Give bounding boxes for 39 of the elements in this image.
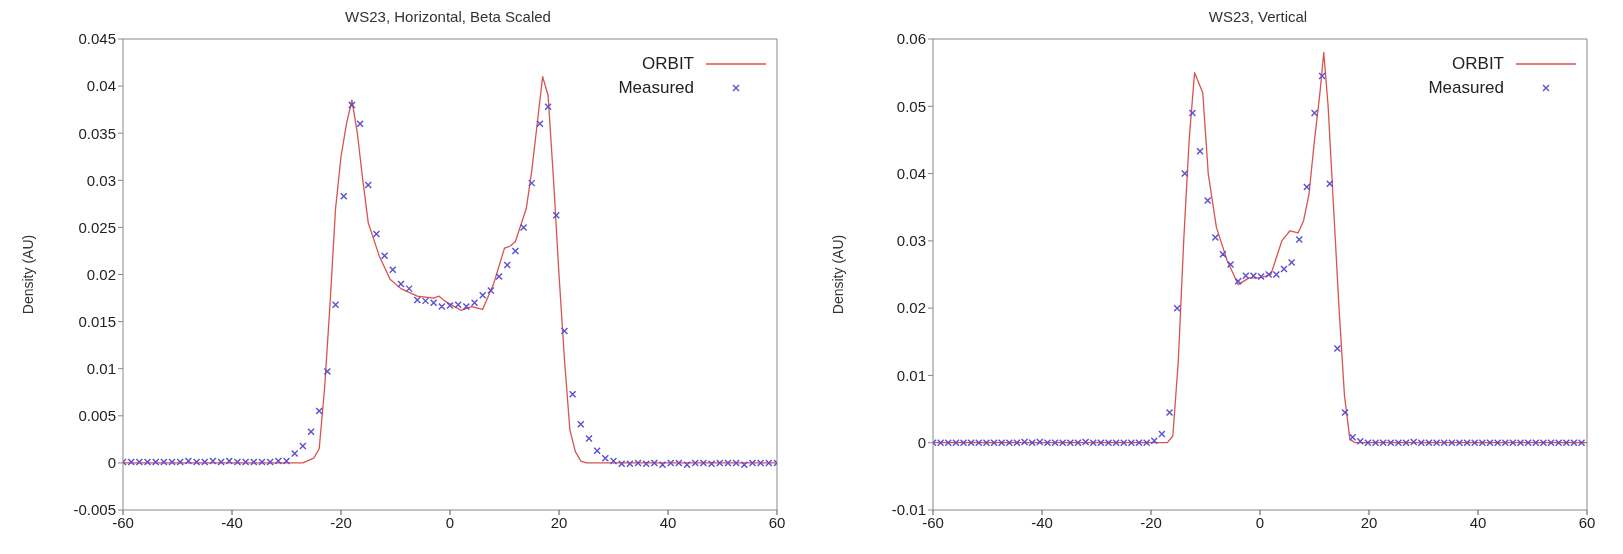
y-tick-label: 0.03 — [86, 171, 116, 189]
y-tick-label: 0.005 — [78, 407, 116, 425]
chart-title: WS23, Vertical — [1207, 8, 1309, 27]
y-tick-label: 0.02 — [896, 299, 926, 317]
x-tick-label: 20 — [1360, 513, 1378, 531]
y-axis-title: Density (AU) — [829, 234, 846, 315]
legend-label: Measured — [618, 78, 694, 98]
x-tick-label: 60 — [768, 513, 786, 531]
x-tick-label: -20 — [1140, 513, 1162, 531]
x-tick-label: 20 — [550, 513, 568, 531]
x-tick-label: 40 — [1469, 513, 1487, 531]
y-tick-label: 0.035 — [78, 124, 116, 142]
y-tick-label: 0.025 — [78, 218, 116, 236]
y-tick-label: 0.045 — [78, 30, 116, 48]
x-tick-label: 40 — [659, 513, 677, 531]
x-tick-label: -40 — [1031, 513, 1053, 531]
y-tick-label: 0.03 — [896, 232, 926, 250]
x-tick-label: -20 — [330, 513, 352, 531]
legend-label: ORBIT — [642, 54, 694, 74]
x-tick-label: -40 — [221, 513, 243, 531]
y-tick-label: 0 — [107, 454, 116, 472]
y-tick-label: 0 — [917, 434, 926, 452]
y-tick-label: 0.04 — [86, 77, 116, 95]
y-tick-label: 0.06 — [896, 30, 926, 48]
y-tick-label: 0.04 — [896, 164, 926, 182]
x-tick-label: 60 — [1578, 513, 1596, 531]
x-tick-label: 0 — [1255, 513, 1265, 531]
legend-label: Measured — [1428, 78, 1504, 98]
y-axis-title: Density (AU) — [19, 234, 36, 315]
y-tick-label: -0.01 — [891, 501, 926, 519]
y-tick-label: 0.05 — [896, 97, 926, 115]
x-tick-label: 0 — [445, 513, 455, 531]
y-tick-label: 0.01 — [896, 366, 926, 384]
y-tick-label: -0.005 — [73, 501, 116, 519]
legend-label: ORBIT — [1452, 54, 1504, 74]
y-tick-label: 0.01 — [86, 360, 116, 378]
y-tick-label: 0.015 — [78, 312, 116, 330]
y-tick-label: 0.02 — [86, 265, 116, 283]
chart-title: WS23, Horizontal, Beta Scaled — [344, 8, 552, 27]
